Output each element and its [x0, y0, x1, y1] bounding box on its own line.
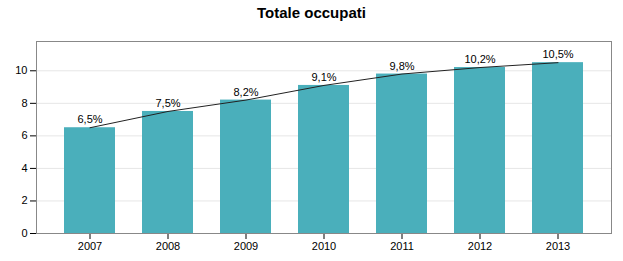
svg-text:4: 4: [21, 162, 27, 174]
svg-text:10: 10: [15, 64, 27, 76]
html-text:Totale occupati: Totale occupati: [257, 4, 366, 21]
svg-text:2009: 2009: [234, 240, 258, 252]
svg-text:6: 6: [21, 129, 27, 141]
svg-text:10,5%: 10,5%: [542, 48, 573, 60]
svg-text:6,5%: 6,5%: [77, 113, 102, 125]
svg-text:0: 0: [21, 227, 27, 239]
svg-text:9,8%: 9,8%: [389, 60, 414, 72]
svg-text:2012: 2012: [468, 240, 492, 252]
svg-text:2007: 2007: [78, 240, 102, 252]
svg-text:2008: 2008: [156, 240, 180, 252]
svg-text:2011: 2011: [390, 240, 414, 252]
svg-text:8: 8: [21, 97, 27, 109]
svg-text:2: 2: [21, 194, 27, 206]
svg-text:10,2%: 10,2%: [464, 53, 495, 65]
svg-text:2013: 2013: [546, 240, 570, 252]
svg-text:9,1%: 9,1%: [311, 71, 336, 83]
svg-text:7,5%: 7,5%: [155, 97, 180, 109]
svg-text:8,2%: 8,2%: [233, 86, 258, 98]
svg-text:2010: 2010: [312, 240, 336, 252]
